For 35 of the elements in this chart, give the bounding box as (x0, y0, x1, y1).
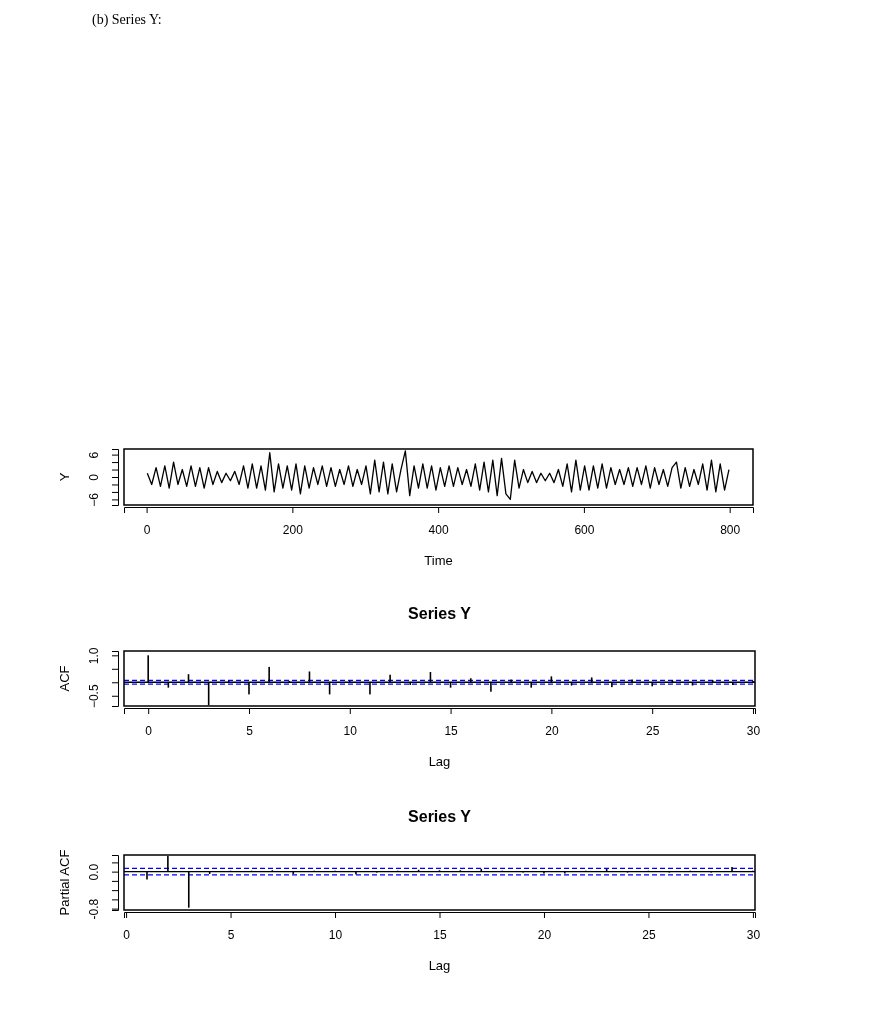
chart-title: (b) Series Y: (92, 12, 162, 28)
x-tick-label: 400 (428, 522, 449, 537)
x-tick-label: 0 (145, 723, 153, 738)
y-axis-title: Y (57, 472, 72, 482)
x-tick-label: 15 (444, 723, 459, 738)
x-tick-label: 10 (328, 927, 343, 942)
x-tick-label: 25 (642, 927, 656, 942)
y-tick-label: −6 (87, 492, 101, 507)
x-tick-label: 20 (545, 723, 559, 738)
chart-title: Series Y (408, 605, 472, 622)
y-tick-label: 1.0 (87, 647, 101, 665)
x-tick-label: 15 (433, 927, 447, 942)
x-tick-label: 5 (227, 927, 235, 942)
x-tick-label: 600 (574, 522, 595, 537)
y-axis-title: Partial ACF (57, 849, 72, 916)
x-tick-label: 10 (343, 723, 358, 738)
x-axis-title: Time (424, 553, 453, 568)
x-tick-label: 25 (646, 723, 660, 738)
x-axis-title: Lag (428, 958, 451, 973)
y-tick-label: 6 (87, 451, 101, 459)
x-tick-label: 30 (746, 723, 761, 738)
y-axis-title: ACF (57, 665, 72, 692)
x-tick-label: 30 (746, 927, 761, 942)
chart-title: Series Y (408, 808, 472, 825)
x-tick-label: 20 (537, 927, 552, 942)
y-tick-label: −0.5 (87, 684, 101, 709)
x-tick-label: 5 (246, 723, 254, 738)
x-tick-label: 800 (720, 522, 741, 537)
y-tick-label: 0 (87, 473, 101, 481)
y-tick-label: -0.8 (87, 898, 101, 920)
x-tick-label: 200 (282, 522, 304, 537)
x-tick-label: 0 (123, 927, 131, 942)
y-tick-label: 0.0 (87, 863, 101, 881)
x-axis-title: Lag (428, 754, 451, 769)
x-tick-label: 0 (143, 522, 151, 537)
